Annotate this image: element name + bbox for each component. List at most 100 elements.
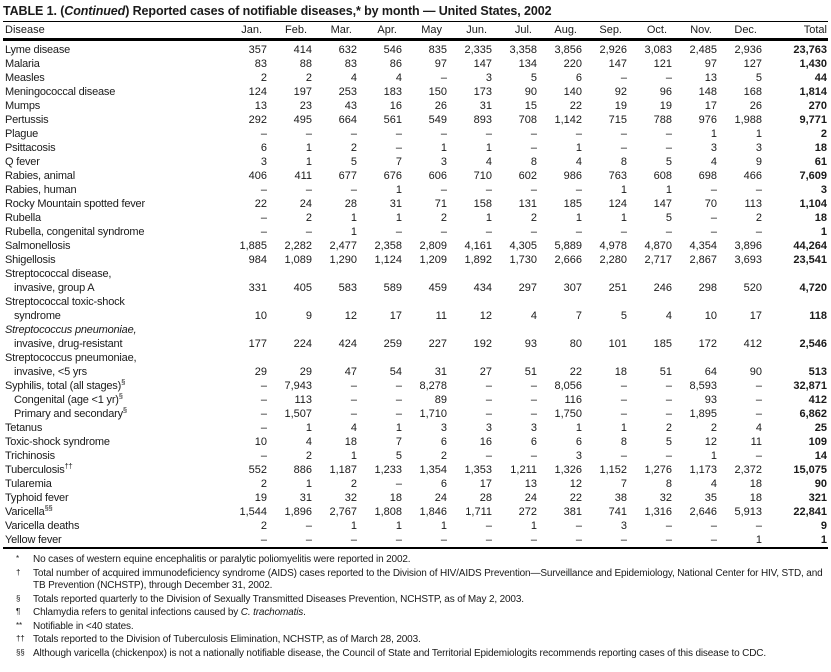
month-cell: 4 — [350, 71, 357, 84]
total-cell: 109 — [808, 435, 827, 448]
month-cell: 763 — [608, 169, 627, 182]
month-cell: 8,056 — [554, 379, 582, 392]
table-row: Varicella deaths 2 – 1 1 1 – 1 – 3 – – – 9 — [3, 519, 828, 533]
table-body: Lyme disease 357 414 632 546 835 2,335 3,358 3,8… — [3, 40, 828, 549]
month-cell: 2,335 — [464, 43, 492, 56]
month-cell: 546 — [383, 43, 402, 56]
footnote-text: Totals reported quarterly to the Divisio… — [33, 593, 524, 605]
table-row: Streptococcus pneumoniae, — [3, 323, 828, 337]
table-row: Trichinosis – 2 1 5 2 – – 3 – – 1 – 14 — [3, 449, 828, 463]
month-cell: 677 — [338, 169, 357, 182]
month-cell: – — [620, 379, 627, 392]
month-cell: 31 — [389, 197, 402, 210]
month-cell: – — [575, 183, 582, 196]
month-cell: 1,544 — [239, 505, 267, 518]
column-header-jul: Jul. — [494, 22, 539, 41]
row-label: Malaria — [5, 57, 40, 70]
footnote-marker: § — [122, 407, 127, 415]
month-cell: – — [485, 519, 492, 532]
month-cell: – — [350, 127, 357, 140]
column-header-jun: Jun. — [449, 22, 494, 41]
month-cell: 424 — [338, 337, 357, 350]
row-label: Tuberculosis†† — [5, 463, 73, 476]
month-cell: 2,477 — [329, 239, 357, 252]
month-cell: 1 — [350, 225, 357, 238]
month-cell: 113 — [744, 197, 762, 210]
footnote-symbol: †† — [16, 634, 25, 643]
month-cell: – — [665, 141, 672, 154]
month-cell: 606 — [428, 169, 447, 182]
month-cell: 148 — [698, 85, 717, 98]
month-cell: – — [440, 183, 447, 196]
table-row: Streptococcal toxic-shock — [3, 295, 828, 309]
month-cell: 7 — [575, 309, 582, 322]
empty-cell — [224, 323, 828, 337]
month-cell: 466 — [743, 169, 762, 182]
total-cell: 9,771 — [799, 113, 827, 126]
month-cell: 22 — [569, 491, 582, 504]
total-cell: 321 — [808, 491, 827, 504]
table-row: Salmonellosis 1,885 2,282 2,477 2,358 2,809 4,… — [3, 239, 828, 253]
month-cell: 886 — [293, 463, 312, 476]
column-header-aug: Aug. — [539, 22, 584, 41]
month-cell: 1,209 — [419, 253, 447, 266]
month-cell: 1,152 — [599, 463, 627, 476]
title-continued: Continued — [64, 4, 126, 18]
month-cell: 549 — [428, 113, 447, 126]
month-cell: 31 — [434, 365, 447, 378]
month-cell: – — [485, 127, 492, 140]
month-cell: 710 — [473, 169, 492, 182]
month-cell: – — [260, 379, 267, 392]
row-label: Plague — [5, 127, 39, 140]
total-cell: 2,546 — [799, 337, 827, 350]
total-cell: 1,430 — [799, 57, 827, 70]
total-cell: 61 — [814, 155, 827, 168]
table-row: Congenital (age <1 yr)§ – 113 – – 89 – – 116 – – 93… — [3, 393, 828, 407]
month-cell: 8 — [620, 435, 627, 448]
month-cell: – — [350, 393, 357, 406]
row-label: Salmonellosis — [5, 239, 71, 252]
table-row: Psittacosis 6 1 2 – 1 1 – 1 – – 3 3 18 — [3, 141, 828, 155]
column-header-mar: Mar. — [314, 22, 359, 41]
month-cell: 2,717 — [644, 253, 672, 266]
month-cell: 8 — [665, 477, 672, 490]
footnotes: * No cases of western equine encephalitis… — [3, 554, 828, 660]
month-cell: – — [530, 141, 537, 154]
month-cell: 1 — [395, 421, 402, 434]
month-cell: 6 — [530, 435, 537, 448]
month-cell: 1 — [305, 141, 312, 154]
month-cell: 2 — [305, 449, 312, 462]
month-cell: 2 — [305, 71, 312, 84]
total-cell: 18 — [814, 141, 827, 154]
month-cell: 158 — [473, 197, 492, 210]
month-cell: 412 — [743, 337, 762, 350]
month-cell: – — [260, 211, 267, 224]
row-label: invasive, group A — [14, 281, 95, 294]
month-cell: 121 — [653, 57, 672, 70]
month-cell: 13 — [704, 71, 717, 84]
month-cell: 583 — [338, 281, 357, 294]
column-header-jan: Jan. — [224, 22, 269, 41]
month-cell: 192 — [473, 337, 492, 350]
month-cell: 12 — [479, 309, 492, 322]
footnote-marker: § — [121, 379, 126, 387]
month-cell: 22 — [569, 99, 582, 112]
month-cell: 35 — [704, 491, 717, 504]
month-cell: 1,354 — [419, 463, 447, 476]
total-cell: 23,763 — [793, 43, 827, 56]
month-cell: 4,305 — [509, 239, 537, 252]
table-row: Tularemia 2 1 2–6 17 13 12 7 8 4 18 90 — [3, 477, 828, 491]
column-header-total: Total — [764, 22, 828, 41]
month-cell: 1 — [350, 449, 357, 462]
month-cell: 89 — [434, 393, 447, 406]
month-cell: 1 — [440, 141, 447, 154]
month-cell: 2,485 — [689, 43, 717, 56]
footnote-symbol: * — [16, 554, 19, 563]
month-cell: – — [530, 393, 537, 406]
month-cell: – — [395, 533, 402, 546]
month-cell: 185 — [563, 197, 582, 210]
column-header-may: May — [404, 22, 449, 41]
month-cell: – — [755, 225, 762, 238]
month-cell: 1 — [350, 519, 357, 532]
month-cell: 1 — [575, 421, 582, 434]
